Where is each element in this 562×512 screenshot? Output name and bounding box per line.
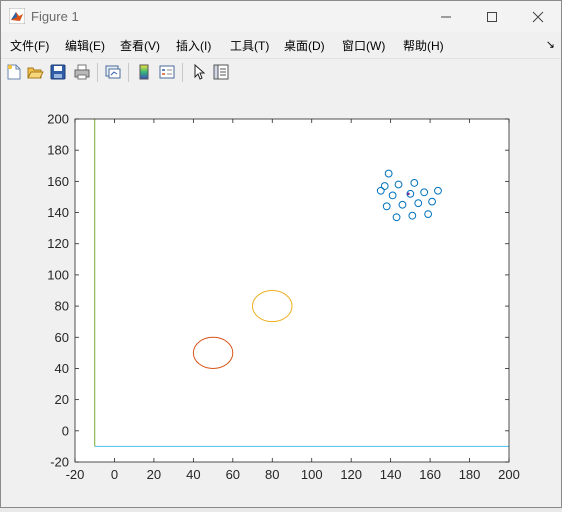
menu-desktop[interactable]: 桌面(D) [284, 39, 325, 53]
x-tick-label: 60 [226, 467, 240, 482]
axes-frame [74, 118, 510, 463]
figure-canvas: -20 0 20 40 60 80 100 120 140 160 180 200 -20 0 20 40 60… [1, 86, 561, 507]
y-tick-label: 120 [47, 236, 69, 251]
menu-edit[interactable]: 编辑(E) [65, 39, 105, 53]
scatter-point [384, 169, 393, 178]
y-tick-label: 0 [62, 423, 69, 438]
scatter-point [424, 210, 433, 219]
x-tick-label: 200 [498, 467, 520, 482]
menu-help[interactable]: 帮助(H) [403, 39, 444, 53]
scatter-point [398, 200, 407, 209]
circle-shape [252, 290, 293, 323]
scatter-point [380, 182, 389, 190]
scatter-point [428, 197, 436, 206]
menu-insert[interactable]: 插入(I) [176, 39, 212, 53]
print-icon[interactable] [73, 63, 91, 81]
x-tick-label: 160 [419, 467, 441, 482]
circle-shape [192, 336, 234, 369]
x-tick-label: 20 [147, 467, 161, 482]
matlab-logo-icon [9, 8, 25, 24]
scatter-point [382, 202, 391, 211]
menu-bar: 文件(F) 编辑(E) 查看(V) 插入(I) 工具(T) 桌面(D) 窗口(W… [1, 32, 561, 57]
new-figure-icon[interactable] [5, 63, 23, 81]
x-tick-label: 80 [265, 467, 279, 482]
open-file-icon[interactable] [26, 63, 44, 81]
y-tick-label: 140 [47, 205, 69, 220]
maximize-icon [487, 11, 497, 22]
x-tick-label: -20 [66, 467, 85, 482]
scatter-point [420, 188, 429, 197]
figure-toolbar [1, 58, 561, 87]
scatter-point [414, 199, 423, 208]
y-tick-label: 20 [55, 392, 69, 407]
menu-file[interactable]: 文件(F) [10, 39, 50, 53]
y-tick-label: -20 [50, 455, 69, 470]
x-tick-label: 0 [111, 467, 118, 482]
x-tick-label: 100 [301, 467, 323, 482]
x-tick-label: 40 [186, 467, 200, 482]
menu-view[interactable]: 查看(V) [120, 39, 160, 53]
scatter-point [394, 180, 403, 189]
toolbar-separator [182, 63, 183, 82]
x-tick-label: 120 [340, 467, 362, 482]
dock-arrow-icon[interactable]: ↘ [545, 39, 555, 51]
scatter-point [410, 179, 419, 187]
title-bar[interactable]: Figure 1 [1, 1, 561, 32]
save-icon[interactable] [49, 63, 67, 81]
plot-svg[interactable]: -20 0 20 40 60 80 100 120 140 160 180 200 -20 0 20 40 60… [1, 86, 561, 507]
y-tick-label: 200 [47, 112, 69, 127]
scatter-point [392, 213, 401, 222]
minimize-icon [441, 16, 451, 17]
y-tick-label: 160 [47, 174, 69, 189]
insert-colorbar-icon[interactable] [135, 63, 153, 81]
property-inspector-icon[interactable] [212, 63, 230, 81]
toolbar-separator [128, 63, 129, 82]
scatter-point [408, 211, 417, 220]
close-icon [532, 11, 544, 22]
maximize-button[interactable] [469, 1, 515, 32]
y-tick-label: 180 [47, 143, 69, 158]
y-tick-label: 60 [55, 330, 69, 345]
axes-background[interactable] [75, 119, 509, 462]
x-tick-label: 180 [459, 467, 481, 482]
window-title: Figure 1 [31, 9, 79, 24]
insert-legend-icon[interactable] [158, 63, 176, 81]
x-tick-label: 140 [380, 467, 402, 482]
scatter-point [376, 186, 385, 195]
close-button[interactable] [515, 1, 561, 32]
link-plot-icon[interactable] [104, 63, 122, 81]
menu-tools[interactable]: 工具(T) [230, 39, 270, 53]
center-point [407, 192, 410, 196]
minimize-button[interactable] [423, 1, 469, 32]
y-tick-label: 100 [47, 267, 69, 282]
scatter-point [434, 186, 442, 195]
menu-window[interactable]: 窗口(W) [342, 39, 386, 53]
y-tick-label: 80 [55, 299, 69, 314]
scatter-point [388, 191, 397, 200]
scatter-point [406, 189, 415, 198]
y-tick-label: 40 [55, 361, 69, 376]
toolbar-separator [97, 63, 98, 82]
edit-plot-arrow-icon[interactable] [190, 63, 208, 81]
